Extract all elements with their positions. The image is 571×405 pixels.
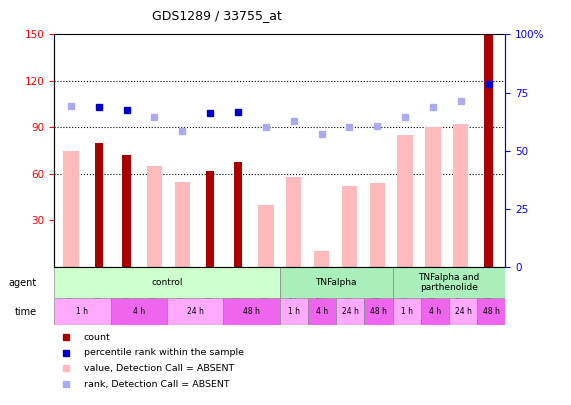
Bar (449, 298, 477, 325)
Bar (167, 298, 223, 325)
Text: agent: agent (9, 278, 37, 288)
Text: GDS1289 / 33755_at: GDS1289 / 33755_at (152, 9, 282, 22)
Bar (223, 298, 280, 325)
Bar (308, 298, 336, 325)
Bar (314, 252, 329, 267)
Bar (453, 124, 468, 267)
Bar (95, 143, 103, 267)
Bar (421, 298, 449, 325)
Text: 4 h: 4 h (133, 307, 145, 316)
Bar (54, 267, 280, 298)
Text: 1 h: 1 h (77, 307, 89, 316)
Bar (280, 267, 392, 298)
Text: percentile rank within the sample: percentile rank within the sample (83, 348, 244, 357)
Text: rank, Detection Call = ABSENT: rank, Detection Call = ABSENT (83, 379, 229, 388)
Bar (364, 298, 393, 325)
Bar (122, 156, 131, 267)
Bar (369, 183, 385, 267)
Bar (286, 177, 301, 267)
Text: 4 h: 4 h (316, 307, 328, 316)
Text: 1 h: 1 h (288, 307, 300, 316)
Bar (111, 298, 167, 325)
Bar (477, 298, 505, 325)
Text: 4 h: 4 h (429, 307, 441, 316)
Bar (280, 298, 308, 325)
Text: 48 h: 48 h (243, 307, 260, 316)
Bar (393, 298, 421, 325)
Text: control: control (151, 278, 183, 287)
Text: TNFalpha: TNFalpha (315, 278, 357, 287)
Bar (175, 182, 190, 267)
Bar (147, 166, 162, 267)
Text: 48 h: 48 h (370, 307, 387, 316)
Bar (234, 162, 242, 267)
Text: 24 h: 24 h (187, 307, 204, 316)
Bar (206, 171, 214, 267)
Bar (54, 298, 111, 325)
Bar (336, 298, 364, 325)
Bar (63, 151, 79, 267)
Text: 24 h: 24 h (342, 307, 359, 316)
Text: 1 h: 1 h (401, 307, 413, 316)
Text: count: count (83, 333, 110, 342)
Text: time: time (15, 307, 37, 317)
Text: TNFalpha and
parthenolide: TNFalpha and parthenolide (419, 273, 480, 292)
Bar (342, 186, 357, 267)
Bar (397, 135, 413, 267)
Text: 24 h: 24 h (455, 307, 472, 316)
Bar (393, 267, 505, 298)
Text: value, Detection Call = ABSENT: value, Detection Call = ABSENT (83, 364, 234, 373)
Bar (484, 34, 493, 267)
Text: 48 h: 48 h (483, 307, 500, 316)
Bar (425, 128, 441, 267)
Bar (258, 205, 274, 267)
